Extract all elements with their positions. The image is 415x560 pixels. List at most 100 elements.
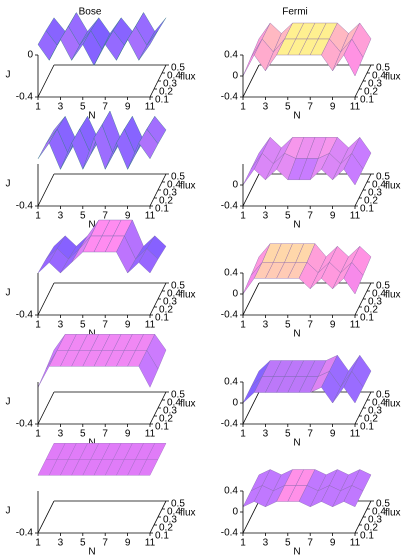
x-tick-label: 11 [350,211,361,222]
y-tick-label: 0.5 [171,281,185,292]
y-tick-label: 0.1 [155,422,169,433]
y-tick-label: 0.2 [159,414,173,425]
y-tick-label: 0.5 [376,63,390,74]
x-axis-label: N [88,220,95,231]
box-edge [37,64,55,98]
y-axis-label: flux [180,508,196,519]
x-tick-label: 3 [263,538,269,549]
x-tick-label: 1 [35,538,41,549]
x-tick-label: 11 [350,538,361,549]
y-tick-label: 0.2 [364,414,378,425]
y-tick-label: 0.4 [372,180,386,191]
y-tick-label: 0.4 [167,507,181,518]
x-tick-label: 5 [80,211,86,222]
surface-patch [343,38,364,77]
x-tick-label: 9 [330,211,336,222]
y-tick-label: 0.3 [163,188,177,199]
y-axis-label: flux [180,399,196,410]
x-tick-label: 3 [58,102,64,113]
x-tick-label: 3 [263,102,269,113]
x-tick-label: 3 [58,211,64,222]
z-axis-label: J [6,397,11,408]
x-tick-label: 7 [102,211,108,222]
z-tick-label: -0.4 [221,310,239,321]
x-tick-label: 5 [80,538,86,549]
z-tick-label: -0.4 [16,310,34,321]
surface-patch [138,128,159,160]
y-tick-label: 0.5 [376,281,390,292]
surface-patch [138,349,159,388]
box-edge [242,282,260,316]
x-tick-label: 9 [330,320,336,331]
surface-patch [138,459,159,476]
x-tick-label: 7 [102,429,108,440]
z-tick-label: 0.4 [224,377,238,388]
y-tick-label: 0.5 [171,63,185,74]
y-axis-label: flux [385,399,401,410]
y-tick-label: 0.3 [163,79,177,90]
y-tick-label: 0.1 [360,313,374,324]
x-tick-label: 3 [58,538,64,549]
x-tick-label: 9 [330,102,336,113]
z-tick-label: 0 [232,289,238,300]
surface-patch [138,248,159,274]
y-tick-label: 0.1 [155,313,169,324]
y-axis-label: flux [385,508,401,519]
y-axis-label: flux [385,181,401,192]
y-axis-label: flux [180,181,196,192]
x-axis-label: N [293,547,300,558]
z-tick-label: -0.4 [221,419,239,430]
x-tick-label: 7 [102,102,108,113]
x-tick-label: 1 [35,102,41,113]
x-tick-label: 11 [145,211,156,222]
x-tick-label: 11 [350,102,361,113]
z-tick-label: -0.4 [221,92,239,103]
y-tick-label: 0.1 [155,531,169,542]
x-tick-label: 5 [80,429,86,440]
x-tick-label: 9 [125,429,131,440]
x-tick-label: 9 [330,538,336,549]
surface-patch [343,152,364,186]
x-tick-label: 11 [350,320,361,331]
z-tick-label: 0.4 [224,486,238,497]
y-tick-label: 0.2 [364,87,378,98]
box-edge [242,391,260,425]
panel-title: Fermi [282,7,308,18]
y-axis-label: flux [385,290,401,301]
y-tick-label: 0.3 [163,515,177,526]
box-edge [37,282,55,316]
y-tick-label: 0.3 [368,188,382,199]
y-tick-label: 0.5 [376,499,390,510]
x-tick-label: 5 [285,211,291,222]
z-tick-label: -0.4 [16,92,34,103]
x-tick-label: 7 [102,538,108,549]
x-tick-label: 1 [240,102,246,113]
z-tick-label: -0.4 [221,201,239,212]
y-tick-label: 0.2 [159,196,173,207]
y-tick-label: 0.2 [159,87,173,98]
x-tick-label: 7 [307,429,313,440]
z-axis-label: J [6,179,11,190]
y-tick-label: 0.5 [171,172,185,183]
y-tick-label: 0.2 [159,305,173,316]
z-axis-label: J [6,70,11,81]
box-edge [242,64,260,98]
surface-patch [138,30,159,61]
x-tick-label: 5 [285,429,291,440]
y-tick-label: 0.4 [167,289,181,300]
y-tick-label: 0.2 [364,196,378,207]
y-axis-label: flux [180,72,196,83]
z-tick-label: 0.4 [224,50,238,61]
x-tick-label: 1 [240,538,246,549]
y-tick-label: 0.4 [167,71,181,82]
y-tick-label: 0.5 [376,172,390,183]
y-tick-label: 0.1 [360,531,374,542]
box-edge [37,500,55,534]
x-tick-label: 1 [35,211,41,222]
z-tick-label: 0.4 [224,268,238,279]
y-tick-label: 0.4 [372,507,386,518]
x-tick-label: 3 [263,320,269,331]
box-edge [242,173,260,207]
x-tick-label: 7 [307,211,313,222]
